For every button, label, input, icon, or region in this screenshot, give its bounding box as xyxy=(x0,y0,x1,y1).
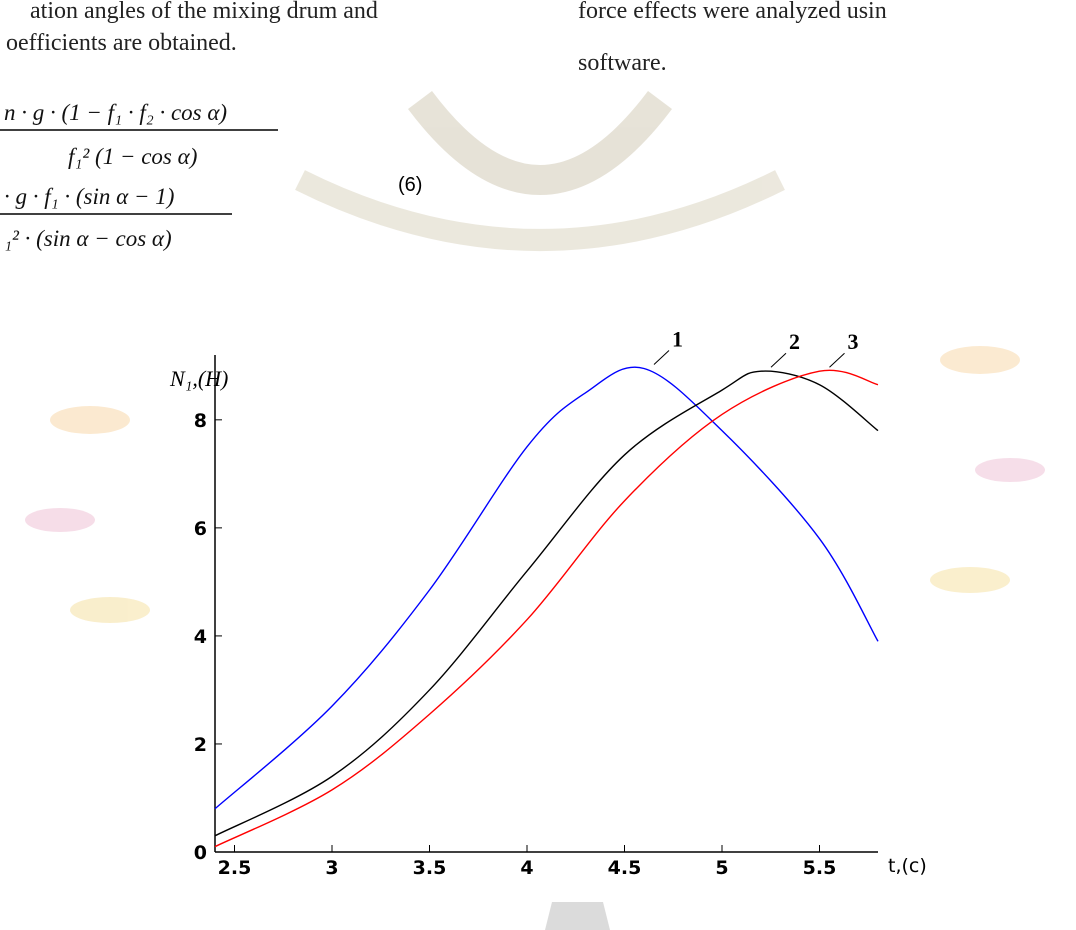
curve-label: 1 xyxy=(672,327,683,352)
x-tick-label: 2.5 xyxy=(218,857,252,879)
body-text: ation angles of the mixing drum and xyxy=(30,0,378,24)
equation-number: (6) xyxy=(398,174,422,196)
x-tick-label: 5 xyxy=(715,857,728,879)
body-text: force effects were analyzed usin xyxy=(578,0,887,24)
y-axis-label: N₁,(H) xyxy=(169,366,228,391)
y-tick-label: 2 xyxy=(194,734,207,756)
body-text: oefficients are obtained. xyxy=(6,30,237,56)
chart: 0 2 4 6 8 2.5 3 3.5 4 4.5 5 5.5 N₁,(H) t,(c) 1 2 3 xyxy=(169,327,927,879)
x-axis-label: t,(c) xyxy=(888,855,927,877)
line-series xyxy=(214,369,879,848)
y-tick-label: 0 xyxy=(194,842,207,864)
x-tick-label: 3.5 xyxy=(413,857,447,879)
y-tick-label: 8 xyxy=(194,410,207,432)
label-leader xyxy=(653,350,670,365)
line-series xyxy=(214,366,879,810)
equation-text: ₁² · (sin α − cos α) xyxy=(4,226,172,251)
equation-text: · g · f₁ · (sin α − 1) xyxy=(4,184,174,209)
label-leader xyxy=(770,352,787,368)
equation-text: f₁² (1 − cos α) xyxy=(68,144,197,169)
x-tick-label: 3 xyxy=(325,857,338,879)
curve-label: 2 xyxy=(789,329,800,354)
equation-text: n · g · (1 − f₁ · f₂ · cos α) xyxy=(4,100,227,125)
y-tick-label: 6 xyxy=(194,518,207,540)
x-tick-label: 5.5 xyxy=(803,857,837,879)
y-tick-label: 4 xyxy=(194,626,207,648)
body-text: software. xyxy=(578,50,667,76)
curve-label: 3 xyxy=(848,329,859,354)
line-series xyxy=(214,370,879,837)
label-leader xyxy=(829,352,845,368)
chart-background xyxy=(150,292,925,902)
x-tick-label: 4.5 xyxy=(608,857,642,879)
x-tick-label: 4 xyxy=(520,857,533,879)
